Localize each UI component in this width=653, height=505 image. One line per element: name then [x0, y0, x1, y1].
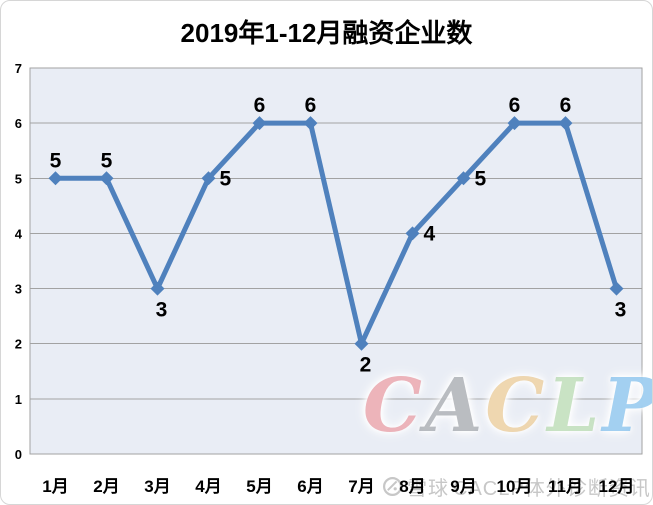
data-point-label: 5: [50, 149, 62, 172]
plot-area: [30, 68, 642, 454]
data-point-marker: [609, 281, 624, 296]
y-axis-tick-label: 6: [15, 116, 22, 131]
x-axis-tick-label: 9月: [450, 477, 476, 496]
y-axis-tick-label: 7: [15, 61, 22, 76]
xueqiu-watermark-account: CACLP体外诊断资讯: [453, 478, 651, 500]
x-axis-tick-label: 10月: [497, 477, 533, 496]
x-axis-tick-label: 6月: [297, 477, 323, 496]
data-point-marker: [150, 281, 165, 296]
data-point-label: 6: [305, 94, 317, 117]
data-point-marker: [456, 171, 471, 186]
y-axis-tick-label: 0: [15, 447, 22, 462]
x-axis-tick-label: 7月: [348, 477, 374, 496]
data-point-label: 6: [560, 94, 572, 117]
data-point-marker: [507, 116, 522, 131]
xueqiu-watermark: 雪球 CACLP体外诊断资讯: [382, 472, 651, 501]
y-axis-tick-label: 3: [15, 282, 22, 297]
x-axis-tick-label: 11月: [548, 477, 583, 496]
data-point-marker: [558, 116, 573, 131]
data-point-label: 2: [360, 354, 372, 377]
plot-border: [29, 67, 643, 455]
xueqiu-logo-icon: [383, 477, 402, 496]
data-point-marker: [405, 226, 420, 241]
data-point-marker: [99, 171, 114, 186]
x-axis-tick-label: 3月: [144, 477, 170, 496]
y-axis-tick-label: 4: [15, 226, 23, 241]
y-axis-tick-label: 5: [15, 171, 22, 186]
data-point-label: 6: [254, 94, 266, 117]
x-axis-tick-label: 2月: [93, 477, 119, 496]
data-point-marker: [48, 171, 63, 186]
x-axis-tick-label: 1月: [42, 477, 68, 496]
x-axis-tick-label: 12月: [599, 477, 635, 496]
data-point-label: 3: [615, 299, 627, 322]
data-point-label: 5: [101, 149, 113, 172]
data-point-marker: [201, 171, 216, 186]
y-axis-tick-label: 1: [15, 392, 22, 407]
data-series-line: [53, 120, 619, 347]
x-axis-tick-label: 8月: [399, 477, 425, 496]
data-point-label: 4: [424, 222, 436, 245]
data-point-label: 6: [509, 94, 521, 117]
x-axis-tick-label: 4月: [195, 477, 221, 496]
x-axis-tick-label: 5月: [246, 477, 272, 496]
data-point-marker: [303, 116, 318, 131]
chart-title: 2019年1-12月融资企业数: [180, 18, 473, 48]
data-point-label: 5: [475, 167, 487, 190]
data-point-label: 5: [220, 167, 232, 190]
data-point-marker: [252, 116, 267, 131]
xueqiu-watermark-site: 雪球: [407, 478, 449, 500]
data-point-marker: [354, 336, 369, 351]
y-axis-tick-label: 2: [15, 337, 22, 352]
data-point-label: 3: [156, 299, 168, 322]
